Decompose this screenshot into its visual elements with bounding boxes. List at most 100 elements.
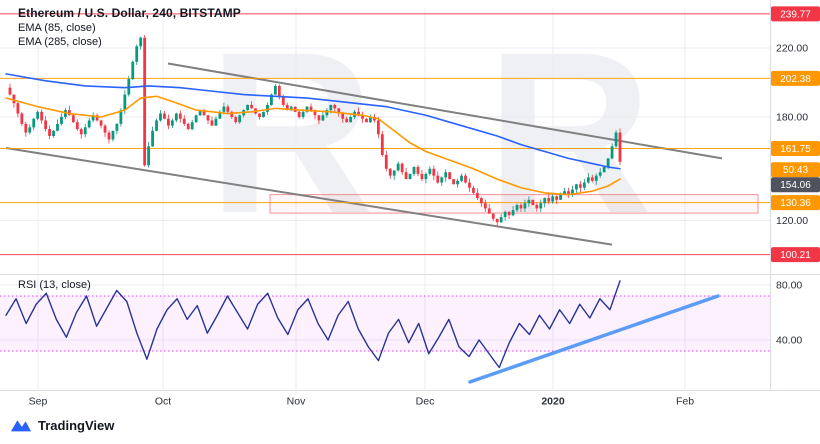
price-pill bbox=[771, 177, 820, 193]
candle-body bbox=[464, 175, 467, 183]
channel-trendline-1[interactable] bbox=[167, 62, 723, 160]
ema-fast-legend[interactable]: EMA (85, close) bbox=[18, 22, 96, 34]
candle-body bbox=[472, 187, 475, 193]
candle-body bbox=[75, 122, 79, 130]
candle-body bbox=[618, 132, 622, 162]
candle-body bbox=[317, 115, 321, 121]
candle-body bbox=[495, 218, 499, 223]
time-axis[interactable]: Sep Oct Nov Dec 2020 Feb bbox=[29, 396, 695, 408]
candle-body bbox=[119, 110, 123, 124]
candle-body bbox=[24, 123, 28, 133]
candle-body bbox=[614, 132, 618, 147]
candle-body bbox=[289, 106, 293, 111]
candle-body bbox=[559, 194, 562, 200]
candle-body bbox=[174, 113, 178, 121]
candle-body bbox=[460, 175, 463, 181]
axis-label: 202.38 bbox=[780, 74, 811, 85]
candle-body bbox=[400, 163, 404, 173]
candle-body bbox=[194, 115, 198, 123]
candle-body bbox=[56, 123, 59, 131]
candle-body bbox=[218, 111, 222, 119]
candle-body bbox=[321, 115, 325, 121]
candle-body bbox=[87, 120, 91, 128]
candle-body bbox=[420, 173, 424, 180]
price-pill bbox=[771, 70, 820, 86]
candle-body bbox=[404, 172, 408, 180]
candle-body bbox=[214, 118, 218, 126]
main-chart-legend[interactable]: Ethereum / U.S. Dollar, 240, BITSTAMP EM… bbox=[18, 6, 241, 48]
axis-label: 100.21 bbox=[780, 250, 811, 261]
candle-body bbox=[337, 108, 341, 114]
ema-285-line[interactable] bbox=[5, 73, 621, 170]
candle-body bbox=[412, 167, 416, 174]
candle-body bbox=[582, 182, 586, 188]
candle-body bbox=[230, 111, 234, 117]
channel-trendline-2[interactable] bbox=[5, 147, 613, 246]
candle-body bbox=[246, 104, 250, 111]
axis-label: 80.00 bbox=[776, 280, 802, 292]
price-pill bbox=[771, 195, 820, 211]
price-pill bbox=[771, 247, 820, 263]
axis-label: 40.00 bbox=[776, 335, 802, 347]
vertical-gridlines bbox=[37, 8, 686, 390]
price-pill bbox=[771, 140, 820, 156]
candle-body bbox=[444, 172, 448, 178]
candle-body bbox=[373, 117, 376, 121]
candle-body bbox=[28, 127, 32, 133]
candle-body bbox=[258, 113, 261, 117]
price-pill bbox=[771, 6, 820, 22]
candle-body bbox=[503, 211, 507, 218]
candle-body bbox=[91, 115, 95, 121]
candle-body bbox=[285, 104, 289, 111]
candle-body bbox=[551, 196, 555, 202]
candle-body bbox=[60, 117, 63, 124]
axis-label: 154.06 bbox=[780, 180, 811, 191]
candle-body bbox=[159, 113, 162, 121]
rsi-trendline[interactable] bbox=[468, 294, 720, 384]
candle-body bbox=[535, 204, 539, 209]
candle-body bbox=[341, 113, 345, 119]
candle-body bbox=[456, 180, 459, 185]
candle-body bbox=[507, 211, 511, 216]
axis-label: Sep bbox=[29, 396, 48, 408]
candle-body bbox=[83, 127, 87, 135]
candle-body bbox=[523, 203, 527, 209]
rsi-legend[interactable]: RSI (13, close) bbox=[18, 277, 91, 291]
rsi-label[interactable]: RSI (13, close) bbox=[18, 279, 91, 291]
candle-body bbox=[555, 196, 559, 200]
candle-body bbox=[357, 111, 360, 116]
candle-body bbox=[590, 177, 594, 181]
candle-body bbox=[103, 125, 107, 133]
ema-85-line[interactable] bbox=[5, 95, 621, 196]
ema-slow-legend[interactable]: EMA (285, close) bbox=[18, 36, 102, 48]
candle-body bbox=[543, 198, 547, 204]
candle-body bbox=[594, 175, 598, 181]
candle-body bbox=[606, 158, 610, 168]
price-axis[interactable]: 220.00 180.00 120.00 80.00 40.00 239.77 202.38… bbox=[771, 6, 820, 347]
symbol-title[interactable]: Ethereum / U.S. Dollar, 240, BITSTAMP bbox=[18, 6, 241, 20]
candle-body bbox=[586, 177, 590, 183]
candle-body bbox=[301, 111, 305, 117]
candle-body bbox=[40, 111, 44, 121]
tradingview-logo[interactable]: TradingView bbox=[10, 417, 114, 433]
candle-body bbox=[67, 110, 71, 116]
candle-body bbox=[170, 120, 174, 126]
candle-body bbox=[388, 168, 392, 176]
candle-body bbox=[273, 85, 277, 95]
rsi-line[interactable] bbox=[5, 280, 621, 369]
candle-body bbox=[44, 120, 48, 130]
tradingview-logo-text: TradingView bbox=[38, 417, 115, 433]
candle-body bbox=[436, 175, 440, 183]
candle-body bbox=[571, 189, 574, 195]
candle-body bbox=[210, 120, 214, 126]
candle-body bbox=[511, 210, 515, 216]
candle-body bbox=[206, 115, 210, 121]
candle-body bbox=[8, 87, 12, 95]
candle-body bbox=[333, 104, 337, 109]
candle-body bbox=[578, 184, 582, 188]
candle-body bbox=[155, 120, 158, 131]
candle-body bbox=[281, 96, 285, 105]
candle-body bbox=[277, 85, 281, 97]
